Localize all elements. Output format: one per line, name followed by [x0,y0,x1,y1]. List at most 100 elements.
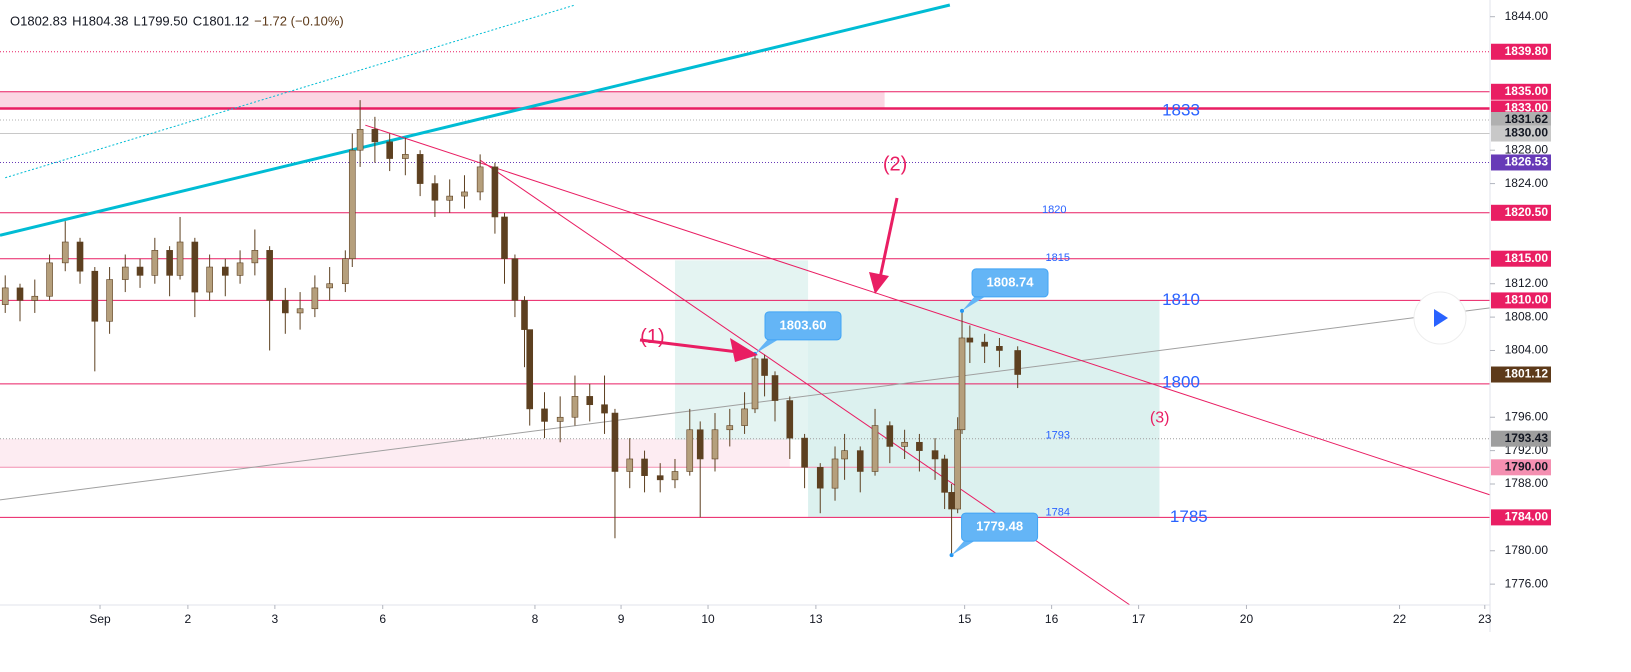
price-tag-label: 1835.00 [1505,84,1549,98]
ohlc-value: O1802.83 [10,13,67,28]
annotation: 1820 [1042,204,1066,216]
price-tag [1491,250,1551,267]
candle-body [726,425,734,431]
arrow [878,197,899,279]
y-tick-label: 1844.00 [1505,9,1549,23]
candle-body [641,458,648,476]
candle-body [221,266,229,276]
candle-body [491,166,499,218]
candle-body [356,129,364,151]
zone [0,438,790,468]
price-tag-label: 1831.62 [1505,112,1549,126]
candle-body [386,141,393,159]
y-tick-label: 1780.00 [1505,543,1549,557]
candle-body [251,250,259,264]
price-tag-label: 1784.00 [1505,510,1549,524]
y-tick-label: 1828.00 [1505,142,1549,156]
y-tick-label: 1776.00 [1505,576,1549,590]
x-tick-label: 3 [272,612,279,626]
price-tag-label: 1839.80 [1505,44,1549,58]
y-tick-label: 1804.00 [1505,343,1549,357]
annotation: (2) [883,154,907,176]
candle-body [941,458,948,493]
candle-body [901,441,908,447]
y-tick-label: 1796.00 [1505,409,1549,423]
candle-body [476,166,484,193]
price-tag-label: 1793.43 [1505,431,1549,445]
x-tick-label: 23 [1478,612,1492,626]
candle-body [1014,350,1021,375]
candle-body [954,429,961,510]
candle-body [761,358,768,376]
candle-body [948,492,955,510]
candle-body [886,425,894,447]
price-tag-label: 1815.00 [1505,251,1549,265]
candle-body [461,191,468,197]
candle-body [671,471,679,481]
candle-body [541,408,548,422]
candle-body [601,404,608,414]
candle-body [981,341,988,347]
candle-body [348,149,356,259]
candle-body [741,408,748,426]
callout-label: 1808.74 [987,274,1035,289]
candle-body [871,425,879,472]
x-tick-label: 15 [958,612,972,626]
callout-label: 1779.48 [976,519,1023,534]
candle-body [342,258,349,285]
play-button[interactable] [1413,291,1467,345]
arrow [639,338,739,354]
price-tag [1491,366,1551,383]
play-icon[interactable] [1434,309,1448,327]
annotation: (1) [640,326,664,348]
zone [0,91,885,109]
trendline [365,124,1491,496]
candle-body [136,266,144,276]
candle-body [91,270,99,322]
candle-body [446,195,453,201]
candle-body [626,458,634,472]
candle-body [76,241,84,272]
x-tick-label: 2 [185,612,192,626]
annotation: 1810 [1162,290,1200,309]
candle-body [586,396,594,406]
price-tag [1491,509,1551,526]
callout-box [764,311,842,341]
candle-body [856,450,864,472]
annotation: 1833 [1162,100,1200,119]
candle-body [556,416,564,422]
candle-body [611,412,619,472]
price-tag [1491,430,1551,447]
ohlc-value: L1799.50 [134,13,188,28]
price-tag-label: 1810.00 [1505,293,1549,307]
candle-body [106,279,113,322]
candle-body [786,400,794,439]
y-tick-label: 1812.00 [1505,276,1549,290]
candle-body [282,300,289,314]
x-tick-label: 9 [618,612,625,626]
callout-box [971,268,1049,298]
candle-body [46,262,53,297]
price-tag [1491,204,1551,221]
candle-body [151,250,159,276]
candle-body [311,287,319,310]
candle-body [16,287,24,301]
candle-body [751,358,759,410]
x-tick-label: 6 [379,612,386,626]
price-tag-label: 1820.50 [1505,205,1549,219]
price-tag [1491,111,1551,128]
x-tick-label: Sep [89,612,111,626]
candle-body [191,241,199,293]
annotation: 1784 [1046,506,1070,518]
candle-body [326,283,333,289]
candle-body [511,258,519,301]
candle-body [521,300,528,330]
candle-body [166,250,173,276]
annotation: 1800 [1162,373,1200,392]
y-tick-label: 1808.00 [1505,309,1549,323]
candle-body [996,346,1003,351]
candle-body [371,129,379,143]
candle-body [831,458,839,489]
x-tick-label: 13 [809,612,823,626]
